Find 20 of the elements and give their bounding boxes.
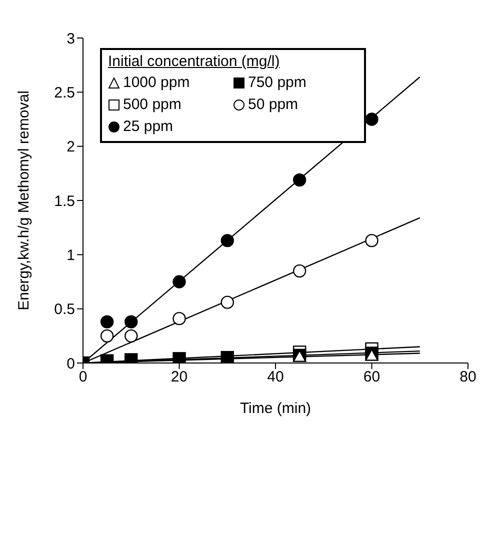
y-axis-title: Energy,kw.h/g Methomyl removal (15, 90, 32, 310)
y-tick-label: 0.5 (54, 301, 75, 318)
legend-label: 500 ppm (123, 95, 182, 115)
y-tick-label: 2.5 (54, 84, 75, 102)
x-tick-label: 40 (267, 368, 284, 386)
y-tick-label: 2 (66, 138, 75, 156)
legend-label: 750 ppm (248, 73, 306, 93)
y-tick-label: 1.5 (54, 192, 75, 210)
x-tick-label: 80 (460, 368, 476, 386)
legend-label: 1000 ppm (123, 73, 190, 93)
x-axis-title: Time (min) (240, 400, 312, 417)
y-tick-label: 1 (66, 246, 75, 264)
legend-label: 50 ppm (248, 95, 298, 115)
x-tick-label: 20 (170, 368, 188, 386)
x-tick-label: 0 (78, 368, 88, 386)
y-tick-label: 3 (66, 30, 75, 48)
y-tick-label: 0 (66, 355, 75, 372)
x-tick-label: 60 (363, 368, 380, 386)
legend-label: 25 ppm (123, 117, 174, 137)
legend-title: Initial concentration (mg/l) (108, 53, 281, 70)
